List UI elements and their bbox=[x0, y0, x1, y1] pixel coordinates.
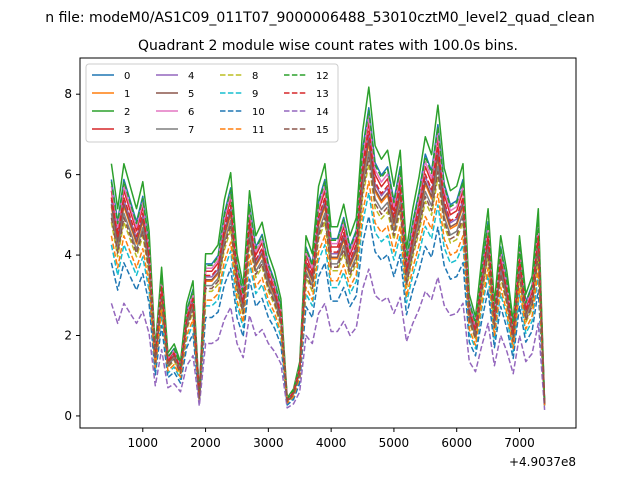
x-tick-label: 6000 bbox=[441, 436, 472, 450]
legend-label-8: 8 bbox=[252, 71, 258, 82]
legend-label-15: 15 bbox=[316, 125, 329, 136]
y-tick-label: 6 bbox=[64, 168, 72, 182]
legend-label-10: 10 bbox=[252, 107, 265, 118]
figure-suptitle: n file: modeM0/AS1C09_011T07_9000006488_… bbox=[45, 10, 594, 26]
y-tick-label: 4 bbox=[64, 248, 72, 262]
legend-label-6: 6 bbox=[188, 107, 194, 118]
chart-title: Quadrant 2 module wise count rates with … bbox=[138, 38, 518, 54]
legend-label-11: 11 bbox=[252, 125, 265, 136]
series-line-10 bbox=[110, 215, 546, 408]
legend-label-9: 9 bbox=[252, 89, 258, 100]
series-line-15 bbox=[110, 156, 546, 406]
legend-label-7: 7 bbox=[188, 125, 194, 136]
legend-label-5: 5 bbox=[188, 89, 194, 100]
legend-box bbox=[85, 63, 339, 143]
legend-label-1: 1 bbox=[124, 89, 130, 100]
y-tick-label: 0 bbox=[64, 409, 72, 423]
series-line-11 bbox=[110, 180, 546, 407]
series-line-12 bbox=[110, 109, 546, 404]
x-tick-label: 2000 bbox=[190, 436, 221, 450]
legend-label-12: 12 bbox=[316, 71, 329, 82]
legend-label-13: 13 bbox=[316, 89, 329, 100]
x-axis: 1000 2000 3000 4000 5000 6000 7000 bbox=[128, 428, 535, 450]
axes-frame bbox=[79, 57, 577, 429]
x-tick-label: 4000 bbox=[316, 436, 347, 450]
x-offset-label: +4.9037e8 bbox=[509, 455, 576, 469]
legend-label-4: 4 bbox=[188, 71, 194, 82]
legend-label-2: 2 bbox=[124, 107, 130, 118]
x-tick-label: 5000 bbox=[379, 436, 410, 450]
legend-label-14: 14 bbox=[316, 107, 329, 118]
plot-area bbox=[110, 86, 546, 410]
legend-label-0: 0 bbox=[124, 71, 130, 82]
y-tick-label: 8 bbox=[64, 87, 72, 101]
y-axis: 0 2 4 6 8 bbox=[64, 87, 80, 423]
x-tick-label: 1000 bbox=[128, 436, 159, 450]
legend-label-3: 3 bbox=[124, 125, 130, 136]
y-tick-label: 2 bbox=[64, 329, 72, 343]
series-line-9 bbox=[110, 192, 546, 407]
series-line-14 bbox=[110, 268, 546, 410]
x-tick-label: 7000 bbox=[504, 436, 535, 450]
x-tick-label: 3000 bbox=[253, 436, 284, 450]
series-line-13 bbox=[110, 130, 546, 405]
